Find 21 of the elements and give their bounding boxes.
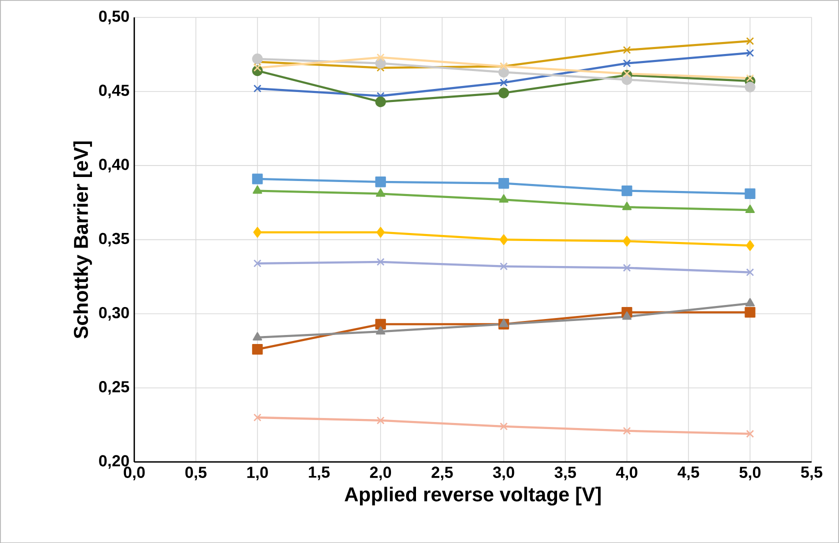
x-tick-label: 1,5: [308, 466, 330, 480]
y-tick-label: 0,50: [99, 10, 129, 24]
x-tick-label: 5,5: [801, 466, 822, 480]
y-tick-label: 0,40: [99, 158, 129, 172]
x-tick-label: 1,0: [247, 466, 268, 480]
y-tick-label: 0,45: [99, 84, 130, 98]
x-tick-label: 0,5: [185, 466, 207, 480]
x-tick-label: 2,5: [432, 466, 453, 480]
y-tick-label: 0,20: [99, 455, 129, 469]
y-tick-label: 0,25: [99, 380, 130, 395]
x-tick-label: 0,0: [124, 466, 145, 480]
x-tick-label: 4,5: [678, 466, 700, 480]
x-tick-label: 3,0: [493, 466, 514, 480]
x-tick-label: 4,0: [616, 466, 638, 480]
x-tick-label: 2,0: [370, 466, 392, 480]
y-axis-title: Schottky Barrier [eV]: [73, 141, 92, 338]
x-axis-title: Applied reverse voltage [V]: [344, 486, 601, 506]
y-tick-label: 0,35: [99, 232, 130, 246]
x-tick-label: 5,0: [739, 466, 761, 480]
x-tick-label: 3,5: [554, 466, 576, 480]
y-tick-label: 0,30: [99, 306, 129, 320]
